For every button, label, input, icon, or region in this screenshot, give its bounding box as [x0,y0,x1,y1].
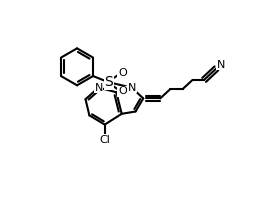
Text: S: S [104,75,113,89]
Text: N: N [217,60,225,70]
Text: O: O [118,68,127,78]
Text: N: N [127,83,136,93]
Text: Cl: Cl [99,135,110,145]
Text: N: N [94,83,103,93]
Text: O: O [118,86,127,96]
